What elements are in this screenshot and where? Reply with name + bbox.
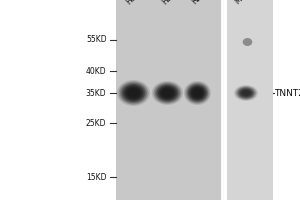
Ellipse shape	[117, 80, 150, 106]
Text: 40KD: 40KD	[86, 66, 106, 75]
Ellipse shape	[122, 84, 145, 102]
Text: Raji: Raji	[190, 0, 207, 6]
Ellipse shape	[124, 85, 143, 101]
Ellipse shape	[236, 87, 256, 99]
Ellipse shape	[152, 81, 183, 105]
Ellipse shape	[163, 89, 172, 97]
Bar	[226, 0, 273, 200]
Ellipse shape	[153, 82, 182, 104]
Ellipse shape	[187, 83, 208, 103]
Ellipse shape	[238, 87, 254, 99]
Ellipse shape	[119, 81, 148, 105]
Ellipse shape	[192, 88, 203, 98]
Text: HL60: HL60	[160, 0, 181, 6]
Ellipse shape	[185, 82, 210, 104]
Ellipse shape	[235, 86, 257, 100]
Ellipse shape	[127, 88, 140, 98]
Ellipse shape	[241, 90, 251, 96]
Ellipse shape	[125, 86, 142, 99]
Ellipse shape	[240, 89, 252, 97]
Ellipse shape	[161, 88, 174, 98]
Ellipse shape	[191, 87, 204, 99]
Ellipse shape	[120, 83, 147, 103]
Ellipse shape	[189, 86, 206, 100]
Text: HeLa: HeLa	[124, 0, 144, 6]
Text: 25KD: 25KD	[86, 118, 106, 128]
Ellipse shape	[242, 91, 250, 95]
Ellipse shape	[194, 89, 202, 97]
Text: Mouse kidney: Mouse kidney	[234, 0, 277, 6]
Ellipse shape	[158, 86, 177, 100]
Text: 35KD: 35KD	[86, 88, 106, 98]
Ellipse shape	[239, 88, 253, 98]
Ellipse shape	[157, 85, 178, 101]
Text: 55KD: 55KD	[86, 36, 106, 45]
Text: 15KD: 15KD	[86, 172, 106, 182]
Ellipse shape	[160, 87, 175, 99]
Text: TNNT2: TNNT2	[274, 88, 300, 98]
Ellipse shape	[188, 85, 207, 101]
Ellipse shape	[234, 85, 258, 101]
Ellipse shape	[243, 38, 252, 46]
Ellipse shape	[155, 83, 180, 103]
Ellipse shape	[129, 89, 138, 97]
Bar	[116, 0, 224, 200]
Ellipse shape	[184, 81, 211, 105]
